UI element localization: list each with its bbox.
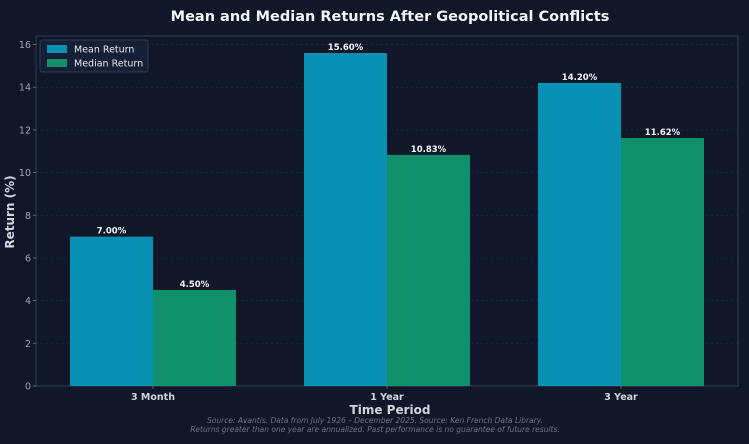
data-labels: 7.00% 4.50% 15.60% 10.83% 14.20% 11.62%	[97, 43, 681, 290]
bar-value-label: 10.83%	[411, 145, 447, 155]
legend-label-median: Median Return	[74, 59, 143, 70]
y-tick-label: 6	[25, 253, 31, 264]
x-axis-label: Time Period	[350, 403, 431, 417]
bar-value-label: 14.20%	[562, 73, 598, 83]
x-tick-label: 3 Year	[604, 392, 638, 403]
y-axis-label: Return (%)	[3, 175, 17, 248]
bar-value-label: 15.60%	[328, 43, 364, 53]
bar-mean-return	[538, 82, 621, 386]
y-tick-label: 10	[19, 168, 31, 179]
legend-swatch-mean	[47, 45, 67, 53]
bar-value-label: 4.50%	[180, 280, 210, 290]
legend: Mean Return Median Return	[39, 39, 149, 73]
bar-value-label: 11.62%	[645, 128, 681, 138]
x-tick-label: 1 Year	[370, 392, 404, 403]
legend-swatch-median	[47, 59, 67, 67]
footnote-line-1: Source: Avantis. Data from July 1926 – D…	[207, 416, 543, 425]
y-tick-label: 8	[25, 211, 31, 222]
y-tick-label: 4	[25, 296, 31, 307]
bars	[70, 53, 704, 386]
chart-title: Mean and Median Returns After Geopolitic…	[171, 9, 610, 25]
footnote-line-2: Returns greater than one year are annual…	[190, 425, 560, 434]
bar-median-return	[387, 154, 470, 386]
bar-mean-return	[304, 53, 387, 386]
bar-median-return	[621, 138, 704, 386]
x-tick-label: 3 Month	[131, 392, 175, 403]
y-tick-label: 12	[19, 125, 31, 136]
bar-value-label: 7.00%	[97, 227, 127, 237]
y-tick-label: 16	[19, 40, 31, 51]
y-tick-label: 2	[25, 339, 31, 350]
bar-mean-return	[70, 236, 153, 386]
bar-median-return	[153, 289, 236, 386]
legend-label-mean: Mean Return	[74, 45, 134, 56]
y-tick-label: 0	[25, 382, 31, 393]
y-tick-label: 14	[19, 83, 31, 94]
